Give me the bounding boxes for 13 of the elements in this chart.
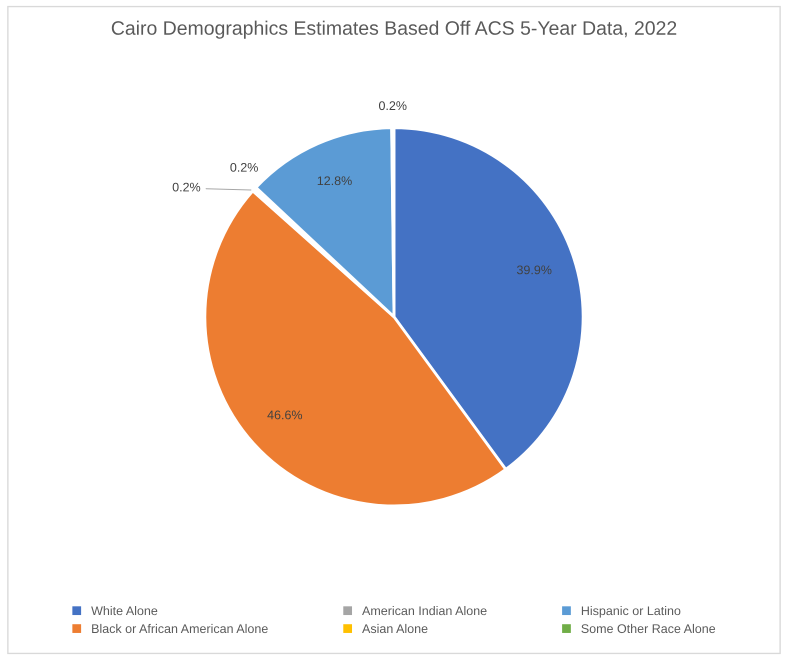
legend-label: Hispanic or Latino [582,606,680,618]
data-label: 0.2% [230,162,258,172]
data-label: 39.9% [516,265,552,274]
legend-label: Asian Alone [362,624,428,634]
chart-title: Cairo Demographics Estimates Based Off ACS 5-Year Data, 2022 [112,20,676,39]
legend-label: Black or African American Alone [92,624,268,634]
data-label: 12.8% [318,176,352,186]
legend-label: American Indian Alone [362,606,487,616]
legend-label: White Alone [91,606,158,616]
data-label: 0.2% [378,101,407,110]
data-label: 0.2% [172,182,200,192]
data-label: 46.6% [267,410,302,420]
legend-label: Some Other Race Alone [581,624,716,634]
